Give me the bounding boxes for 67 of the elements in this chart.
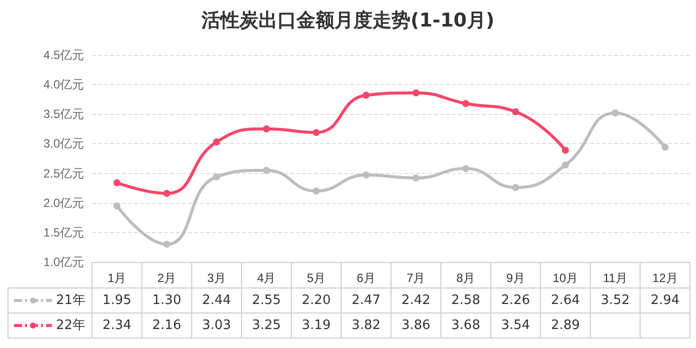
data-label: 2.58 [451,293,480,308]
x-tick-label: 7月 [406,271,426,285]
chart-title: 活性炭出口金额月度走势(1-10月) [200,10,494,32]
data-label: 1.95 [102,293,132,308]
data-label: 2.47 [352,293,381,308]
point [462,100,470,107]
data-label: 2.55 [252,293,281,308]
x-tick-label: 1月 [108,271,126,285]
y-tick-label: 4.0亿元 [43,78,84,92]
point [412,89,420,96]
point [362,172,370,179]
data-label: 3.82 [352,318,381,333]
data-label: 3.68 [451,318,480,333]
legend-label: 22年 [56,318,86,333]
x-tick-label: 9月 [506,271,525,285]
y-tick-label: 3.0亿元 [43,136,84,151]
point [262,125,270,132]
data-label: 2.42 [401,293,430,308]
data-label: 2.26 [501,293,530,308]
data-label: 3.19 [302,318,331,333]
y-tick-label: 2.5亿元 [43,166,84,180]
point [462,165,470,172]
point [163,190,170,197]
point [562,146,569,154]
point [213,173,220,180]
x-tick-label: 6月 [356,271,376,285]
data-label: 2.64 [550,293,580,308]
data-label: 2.20 [302,293,331,308]
data-label: 1.30 [152,293,182,308]
point [312,188,320,195]
point [612,109,619,116]
data-label: 3.86 [401,318,430,333]
point [512,108,520,116]
data-label: 2.16 [152,318,182,333]
point [262,166,270,174]
x-tick-label: 8月 [456,271,476,285]
data-label: 3.03 [202,318,232,333]
y-tick-label: 1.0亿元 [43,255,84,269]
data-label: 2.34 [102,318,132,333]
data-label: 3.52 [600,293,630,308]
y-tick-label: 4.5亿元 [43,48,84,62]
point [662,144,669,151]
point [213,138,220,146]
y-tick-label: 2.0亿元 [43,196,84,210]
data-label: 2.44 [202,293,232,308]
point [362,92,370,99]
x-tick-label: 11月 [603,271,628,285]
x-tick-label: 3月 [207,271,226,285]
x-tick-label: 2月 [157,271,176,285]
data-label: 3.25 [252,318,281,333]
x-tick-label: 12月 [652,271,678,285]
y-tick-label: 3.5亿元 [43,107,84,122]
point [562,162,569,169]
y-tick-label: 1.5亿元 [43,225,84,240]
x-tick-label: 5月 [306,271,326,285]
x-tick-label: 4月 [257,271,276,285]
point [312,128,320,136]
point [412,174,420,182]
data-label: 3.54 [501,318,530,333]
data-label: 2.94 [650,293,680,308]
point [113,202,120,210]
data-label: 2.89 [550,318,580,333]
point [113,179,120,186]
x-tick-label: 10月 [552,271,578,285]
point [163,240,170,248]
legend-label: 21年 [56,293,86,308]
point [512,184,520,191]
